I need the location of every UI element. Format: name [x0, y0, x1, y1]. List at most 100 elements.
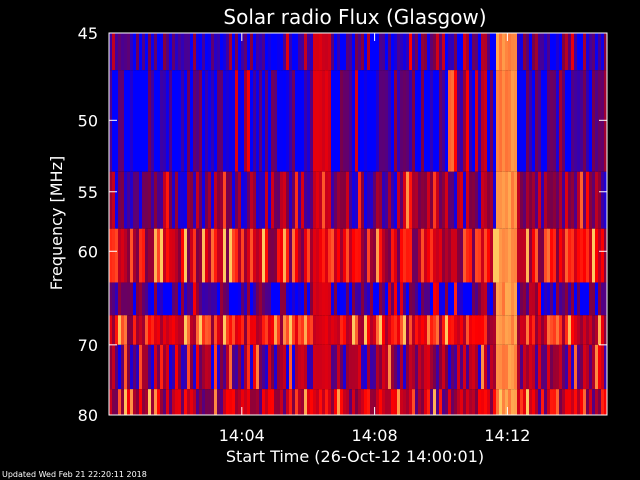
heatmap-cell	[145, 171, 149, 229]
heatmap-cell	[361, 389, 365, 415]
heatmap-cell	[259, 171, 263, 229]
heatmap-cell	[385, 228, 389, 283]
heatmap-cell	[148, 171, 152, 229]
heatmap-cell	[142, 33, 146, 71]
heatmap-cell	[334, 228, 338, 283]
heatmap-cell	[376, 33, 380, 71]
heatmap-cell	[142, 228, 146, 283]
heatmap-cell	[568, 33, 572, 71]
heatmap-cell	[496, 228, 500, 283]
heatmap-cell	[604, 315, 608, 345]
heatmap-cell	[157, 282, 161, 316]
heatmap-cell	[526, 228, 530, 283]
heatmap-cell	[580, 315, 584, 345]
heatmap-cell	[115, 228, 119, 283]
heatmap-cell	[157, 389, 161, 415]
heatmap-cell	[358, 171, 362, 229]
heatmap-cell	[472, 389, 476, 415]
heatmap-cell	[535, 171, 539, 229]
heatmap-cell	[397, 389, 401, 415]
heatmap-cell	[397, 70, 401, 172]
heatmap-cell	[253, 315, 257, 345]
heatmap-cell	[268, 344, 272, 390]
heatmap-cell	[211, 315, 215, 345]
heatmap-cell	[535, 70, 539, 172]
heatmap-cell	[460, 171, 464, 229]
heatmap-cell	[430, 282, 434, 316]
heatmap-cell	[184, 282, 188, 316]
heatmap-cell	[286, 282, 290, 316]
heatmap-cell	[436, 315, 440, 345]
heatmap-cell	[112, 171, 116, 229]
heatmap-cell	[475, 228, 479, 283]
heatmap-cell	[190, 344, 194, 390]
heatmap-cell	[469, 344, 473, 390]
heatmap-cell	[508, 282, 512, 316]
heatmap-cell	[463, 315, 467, 345]
heatmap-cell	[340, 315, 344, 345]
heatmap-cell	[433, 315, 437, 345]
heatmap-cell	[220, 171, 224, 229]
heatmap-cell	[424, 389, 428, 415]
heatmap-cell	[481, 33, 485, 71]
heatmap-cell	[412, 344, 416, 390]
heatmap-cell	[283, 228, 287, 283]
heatmap-cell	[319, 171, 323, 229]
heatmap-cell	[322, 70, 326, 172]
heatmap-cell	[502, 389, 506, 415]
heatmap-cell	[178, 70, 182, 172]
heatmap-cell	[199, 315, 203, 345]
heatmap-cell	[355, 344, 359, 390]
heatmap-cell	[382, 315, 386, 345]
heatmap-cell	[358, 70, 362, 172]
heatmap-cell	[193, 315, 197, 345]
heatmap-cell	[499, 315, 503, 345]
heatmap-cell	[121, 228, 125, 283]
heatmap-cell	[130, 389, 134, 415]
heatmap-cell	[433, 389, 437, 415]
heatmap-cell	[250, 70, 254, 172]
heatmap-cell	[430, 70, 434, 172]
heatmap-cell	[430, 315, 434, 345]
heatmap-cell	[586, 171, 590, 229]
heatmap-cell	[478, 171, 482, 229]
heatmap-cell	[442, 171, 446, 229]
heatmap-cell	[145, 315, 149, 345]
heatmap-cell	[496, 282, 500, 316]
x-tick-label: 14:04	[219, 426, 265, 445]
heatmap-cell	[490, 282, 494, 316]
heatmap-cell	[562, 70, 566, 172]
heatmap-cell	[427, 228, 431, 283]
heatmap-cell	[439, 33, 443, 71]
heatmap-cell	[151, 33, 155, 71]
heatmap-cell	[385, 171, 389, 229]
heatmap-layer	[109, 33, 608, 415]
heatmap-cell	[490, 70, 494, 172]
heatmap-cell	[211, 70, 215, 172]
heatmap-cell	[604, 282, 608, 316]
heatmap-cell	[175, 282, 179, 316]
heatmap-cell	[508, 344, 512, 390]
heatmap-cell	[235, 33, 239, 71]
heatmap-cell	[292, 315, 296, 345]
heatmap-cell	[550, 389, 554, 415]
heatmap-cell	[496, 171, 500, 229]
heatmap-cell	[445, 228, 449, 283]
heatmap-cell	[367, 344, 371, 390]
heatmap-cell	[562, 171, 566, 229]
heatmap-cell	[238, 315, 242, 345]
heatmap-cell	[238, 282, 242, 316]
heatmap-cell	[187, 33, 191, 71]
heatmap-cell	[589, 33, 593, 71]
heatmap-cell	[109, 70, 113, 172]
heatmap-cell	[127, 282, 131, 316]
heatmap-cell	[295, 282, 299, 316]
heatmap-cell	[244, 389, 248, 415]
heatmap-cell	[427, 33, 431, 71]
heatmap-cell	[538, 344, 542, 390]
heatmap-cell	[421, 70, 425, 172]
heatmap-cell	[190, 389, 194, 415]
heatmap-cell	[421, 344, 425, 390]
heatmap-cell	[361, 70, 365, 172]
heatmap-cell	[340, 228, 344, 283]
